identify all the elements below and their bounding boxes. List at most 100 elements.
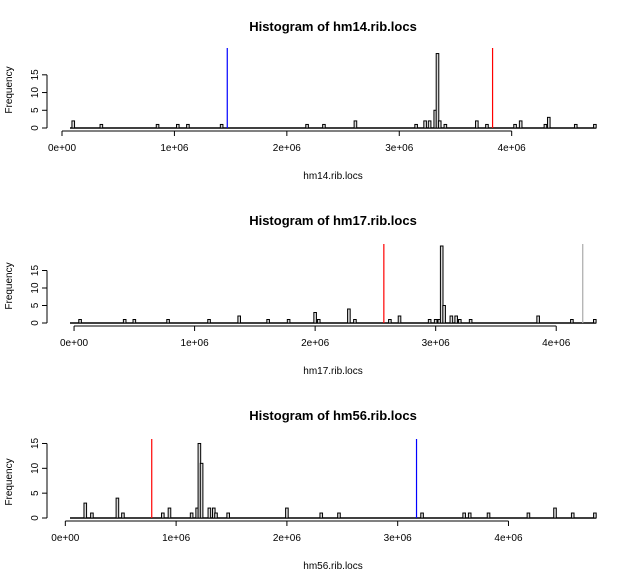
x-axis: 0e+00 1e+06 2e+06 3e+06 4e+06 (60, 325, 571, 349)
chart-title: Histogram of hm56.rib.locs (249, 408, 417, 423)
histogram-bar (427, 319, 432, 324)
histogram-bar (305, 123, 309, 129)
x-tick-label: 2e+06 (273, 143, 302, 154)
histogram-bar (543, 123, 548, 129)
y-tick-label: 10 (30, 462, 41, 474)
histogram-bar (199, 462, 204, 519)
histogram-bar (71, 120, 76, 129)
histogram-bar (437, 120, 442, 129)
histogram-bar (207, 319, 211, 324)
histogram-bar (207, 507, 212, 519)
histogram-bar (475, 120, 479, 129)
histogram-bar (449, 315, 454, 324)
histogram-bar (593, 512, 597, 519)
y-tick-label: 0 (30, 320, 41, 326)
x-tick-label: 3e+06 (422, 338, 451, 349)
y-axis: 0 5 10 15 (30, 265, 48, 326)
histogram-bar (322, 123, 326, 129)
histogram-bar (161, 512, 165, 519)
x-tick-label: 2e+06 (273, 533, 302, 544)
histogram-bar (122, 319, 127, 324)
x-tick-label: 1e+06 (160, 143, 189, 154)
histogram-bar (189, 512, 194, 519)
chart-title: Histogram of hm14.rib.locs (249, 19, 417, 34)
y-tick-label: 0 (30, 515, 41, 521)
histogram-bar (313, 312, 317, 324)
chart-title: Histogram of hm17.rib.locs (249, 213, 417, 228)
histogram-bar (435, 53, 440, 129)
histogram-bar (121, 512, 125, 519)
histogram-bar (420, 512, 424, 519)
histogram-bar (99, 123, 104, 129)
histogram-bar (443, 123, 448, 129)
histogram-bar (266, 319, 270, 324)
x-tick-label: 0e+00 (60, 338, 89, 349)
histogram-bar (166, 319, 170, 324)
histogram-bar (175, 123, 180, 129)
histogram-bar (83, 502, 88, 519)
x-axis: 0e+00 1e+06 2e+06 3e+06 4e+06 (51, 520, 523, 544)
histogram-bar (286, 319, 291, 324)
histogram-bar (439, 245, 444, 324)
histogram-bar (513, 123, 517, 129)
histogram-bar (316, 319, 321, 324)
x-tick-label: 2e+06 (301, 338, 330, 349)
histogram-bar (226, 512, 230, 519)
histogram-bar (546, 116, 551, 129)
histogram-bar (115, 497, 120, 519)
y-tick-label: 5 (30, 107, 41, 113)
y-tick-label: 10 (30, 87, 41, 99)
histogram-bar (518, 120, 523, 129)
histogram-bars (70, 53, 597, 129)
reference-lines (383, 244, 584, 323)
x-tick-label: 0e+00 (51, 533, 80, 544)
y-tick-label: 10 (30, 282, 41, 294)
histogram-bar (553, 507, 557, 519)
histogram-bar (592, 319, 597, 324)
histogram-bar (90, 512, 94, 519)
histogram-bar (285, 507, 289, 519)
x-tick-label: 4e+06 (542, 338, 571, 349)
y-tick-label: 15 (30, 69, 41, 81)
histogram-panel-hm14: Histogram of hm14.rib.locs hm14.rib.locs… (4, 19, 597, 182)
x-tick-label: 3e+06 (384, 533, 413, 544)
histogram-bars (70, 245, 597, 324)
histogram-bar (388, 319, 392, 324)
y-tick-label: 15 (30, 437, 41, 449)
histogram-bar (468, 319, 473, 324)
reference-lines (226, 48, 494, 128)
histogram-bar (526, 512, 531, 519)
histogram-bar (573, 123, 578, 129)
histogram-bar (353, 319, 357, 324)
histogram-bar (219, 123, 224, 129)
y-tick-label: 15 (30, 265, 41, 277)
x-tick-label: 3e+06 (385, 143, 414, 154)
y-axis-label: Frequency (4, 458, 15, 505)
histogram-bar (462, 512, 466, 519)
histogram-bar (427, 120, 432, 129)
histogram-bar (457, 319, 462, 324)
histogram-bar (442, 305, 446, 324)
histogram-bar (423, 120, 427, 129)
x-tick-label: 1e+06 (162, 533, 191, 544)
histogram-bar (414, 123, 418, 129)
histogram-panel-hm56: Histogram of hm56.rib.locs hm56.rib.locs… (4, 408, 597, 572)
histogram-bars (70, 442, 597, 519)
histogram-bar (536, 315, 540, 324)
histogram-bar (214, 512, 218, 519)
histogram-bar (167, 507, 172, 519)
histogram-bar (155, 123, 160, 129)
y-tick-label: 5 (30, 490, 41, 496)
histogram-bar (593, 123, 597, 129)
histogram-bar (486, 512, 491, 519)
y-tick-label: 5 (30, 302, 41, 308)
histogram-bar (132, 319, 137, 324)
y-tick-label: 0 (30, 125, 41, 131)
histogram-bar (485, 123, 489, 129)
histogram-bar (454, 315, 458, 324)
histogram-bar (319, 512, 324, 519)
histogram-bar (353, 120, 358, 129)
x-tick-label: 0e+00 (48, 143, 77, 154)
